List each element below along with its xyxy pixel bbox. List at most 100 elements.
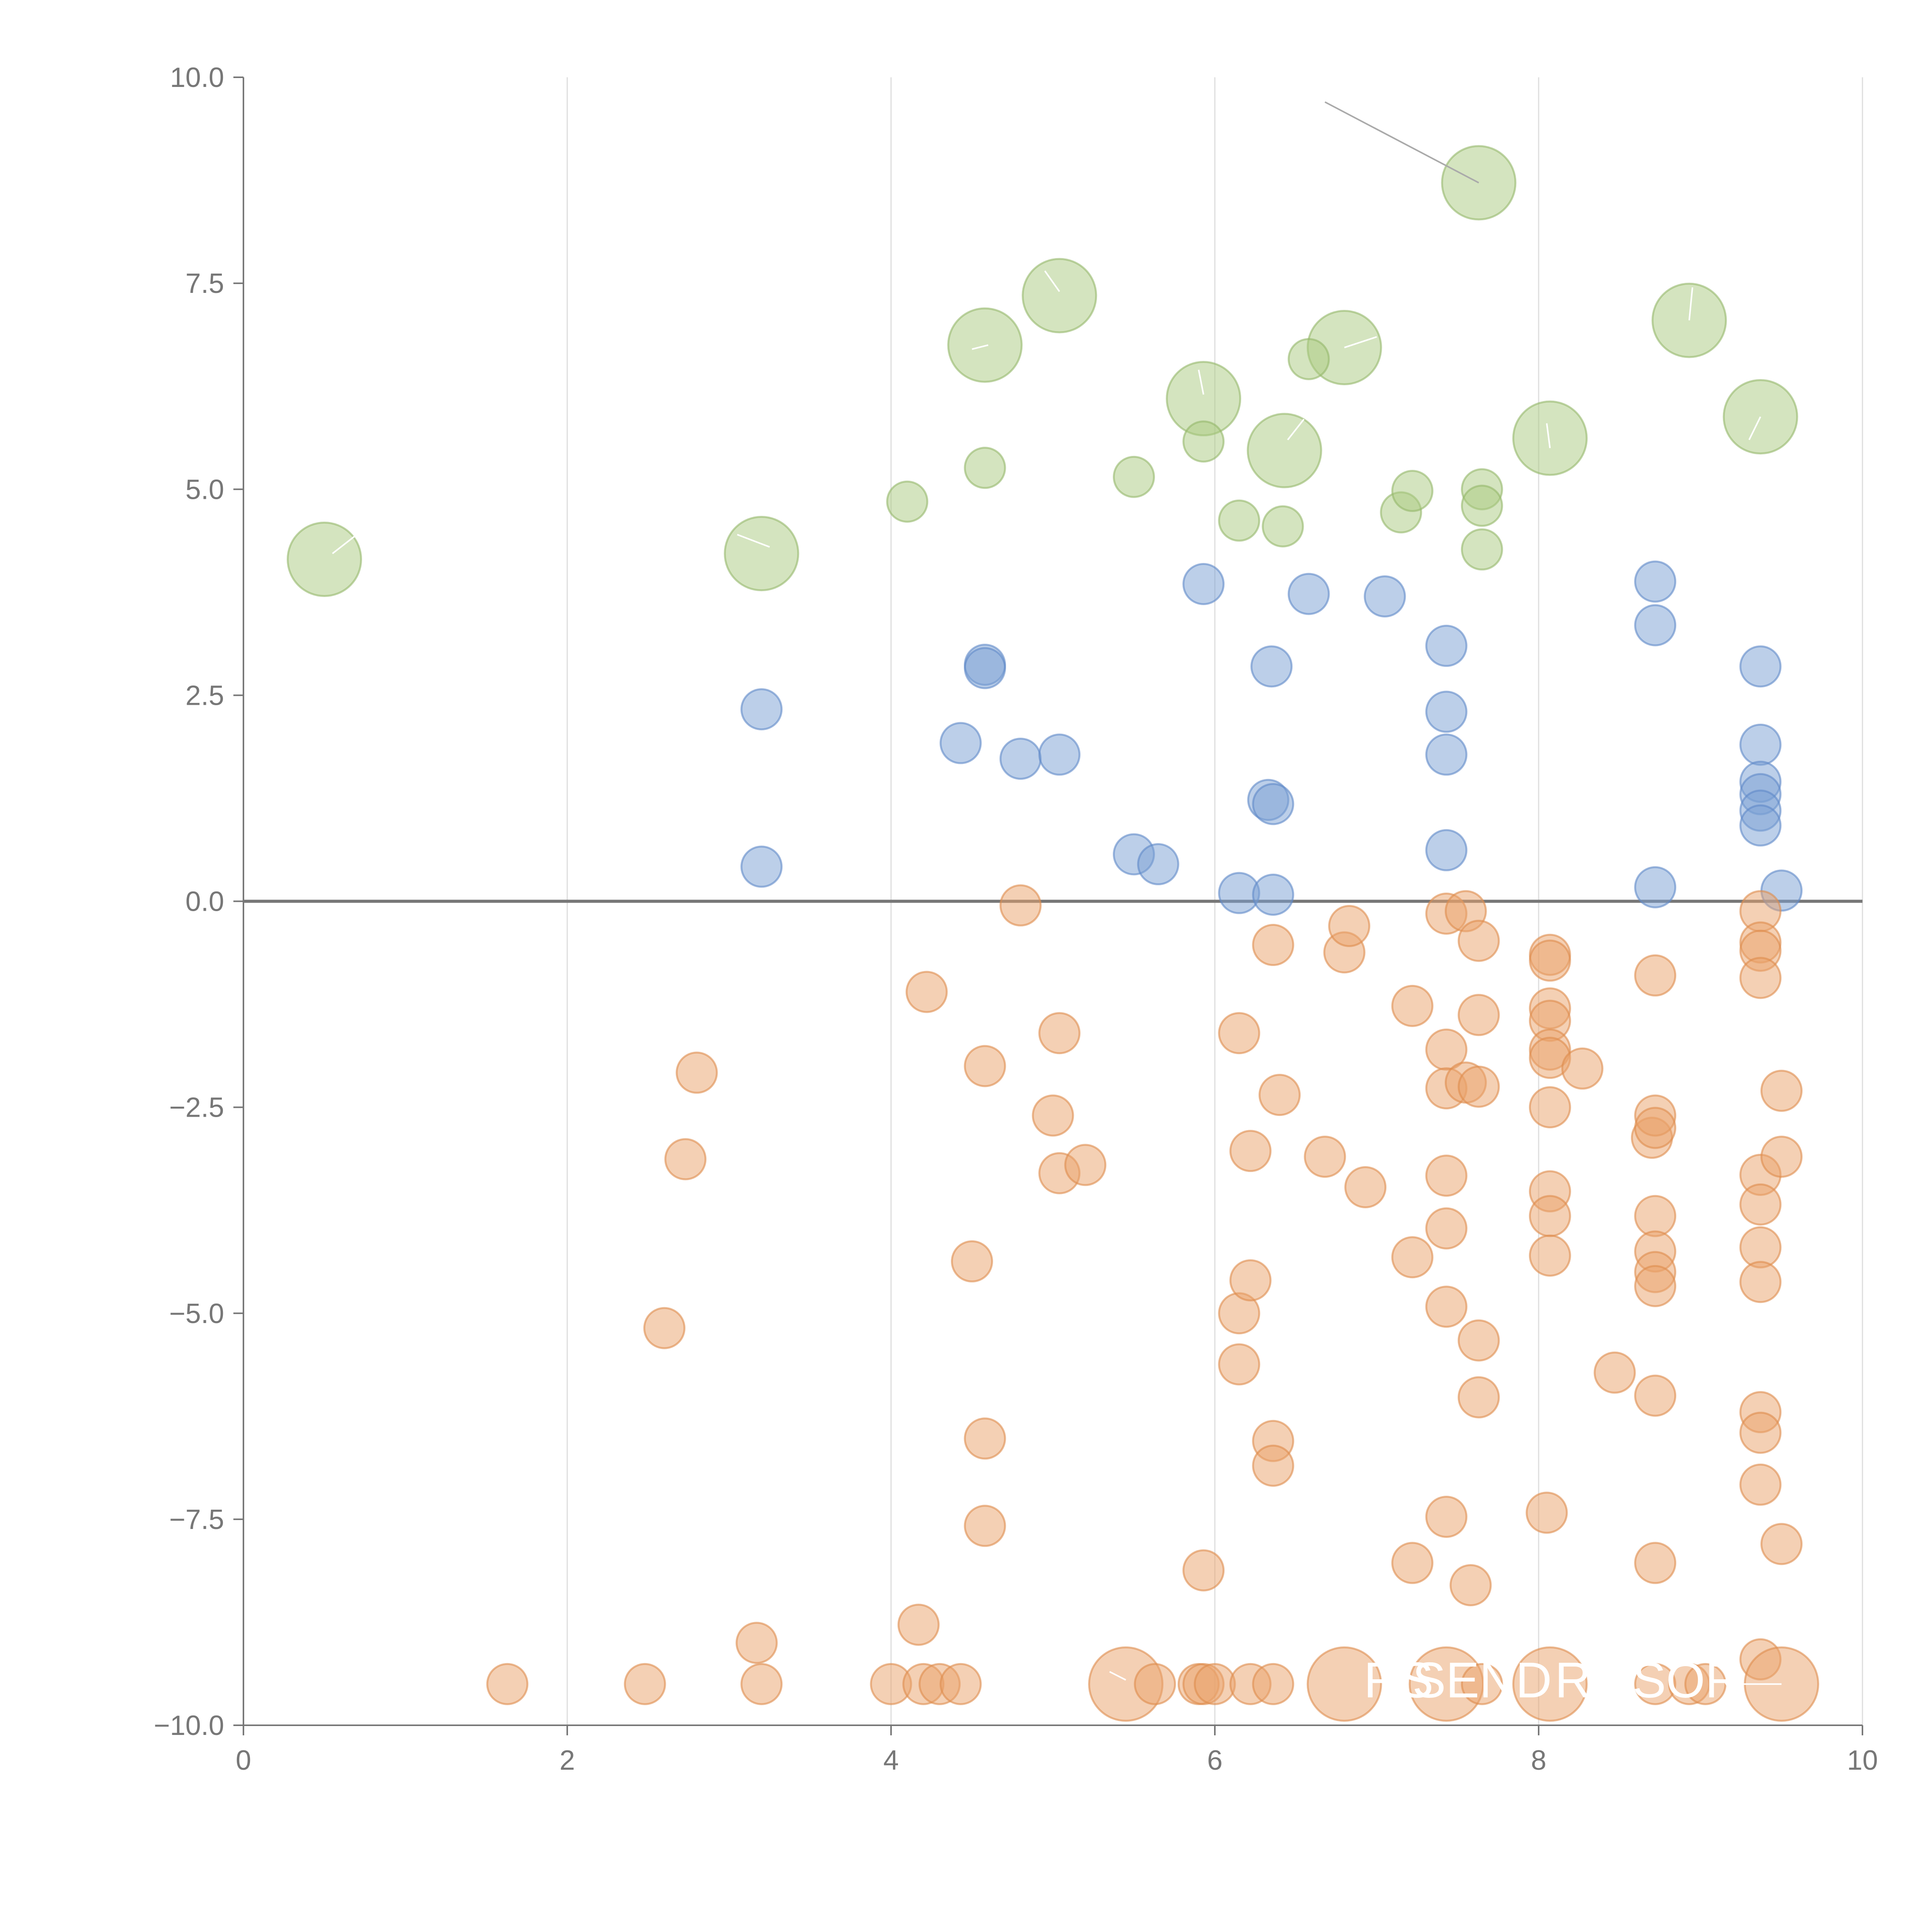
data-point-orange: [1634, 1195, 1677, 1237]
data-point-blue: [1425, 624, 1468, 667]
x-tick-label: 6: [1207, 1745, 1223, 1776]
data-point-orange: [1391, 985, 1434, 1027]
data-point-orange: [1458, 1319, 1500, 1362]
data-point-blue: [1425, 829, 1468, 871]
data-point-orange: [964, 1417, 1006, 1460]
data-point-orange: [1252, 924, 1294, 966]
data-point-orange: [1032, 1094, 1074, 1137]
data-point-blue: [1634, 866, 1677, 908]
data-point-orange: [951, 1240, 993, 1282]
data-point-orange: [1038, 1012, 1081, 1054]
x-tick-label: 0: [236, 1745, 251, 1776]
point-annotation: SOR: [1633, 1652, 1742, 1708]
data-point-orange: [1218, 1343, 1260, 1386]
data-point-orange: [1634, 1542, 1677, 1584]
leader-line: [1109, 1671, 1126, 1681]
data-point-orange: [1194, 1663, 1236, 1705]
data-point-orange: [964, 1045, 1006, 1087]
data-point-green: [724, 516, 799, 592]
data-point-blue: [939, 722, 982, 764]
data-point-orange: [1739, 1412, 1782, 1454]
y-tick-label: 10.0: [170, 62, 224, 93]
data-point-orange: [1594, 1351, 1636, 1394]
leader-line: [1546, 423, 1551, 448]
data-point-orange: [1461, 1663, 1503, 1705]
data-point-orange: [1739, 1261, 1782, 1303]
data-point-green: [1461, 528, 1503, 571]
data-point-orange: [1458, 1065, 1500, 1108]
data-point-orange: [1684, 1663, 1727, 1705]
y-tick-label: 0.0: [185, 886, 224, 917]
data-point-blue: [1634, 604, 1677, 646]
data-point-blue: [1252, 783, 1294, 825]
data-point-orange: [1304, 1136, 1346, 1178]
data-point-orange: [1634, 1265, 1677, 1307]
data-point-blue: [1250, 645, 1293, 688]
data-point-orange: [1425, 1207, 1468, 1250]
data-point-orange: [1229, 1130, 1272, 1172]
data-point-green: [886, 480, 929, 523]
data-point-orange: [664, 1138, 707, 1180]
data-point-green: [964, 447, 1006, 489]
data-point-blue: [1038, 733, 1081, 776]
data-point-orange: [999, 884, 1042, 927]
data-point-orange: [1634, 954, 1677, 997]
y-tick-label: −2.5: [169, 1092, 224, 1123]
data-point-orange: [1634, 1107, 1677, 1149]
data-point-orange: [735, 1622, 778, 1664]
data-point-blue: [1425, 690, 1468, 733]
data-point-orange: [1344, 1166, 1387, 1208]
axes: 10.0 7.5 5.0 2.5 0.0 −2.5 −5.0 −7.5 −10.0 0 2 4 6 8 10: [154, 62, 1878, 1776]
data-point-orange: [1182, 1549, 1225, 1592]
data-point-orange: [1391, 1236, 1434, 1279]
data-point-blue: [1739, 723, 1782, 766]
data-point-orange: [1425, 1286, 1468, 1328]
data-point-orange: [740, 1663, 783, 1705]
y-tick-label: 7.5: [185, 268, 224, 299]
data-point-orange: [1739, 1463, 1782, 1506]
data-point-orange: [1760, 1070, 1803, 1112]
data-point-green: [1113, 456, 1155, 498]
x-tick-label: 8: [1531, 1745, 1546, 1776]
y-tick-label: −7.5: [169, 1504, 224, 1535]
y-tick-label: 2.5: [185, 680, 224, 711]
data-point-orange: [675, 1051, 718, 1094]
data-point-blue: [999, 738, 1042, 780]
data-point-orange: [1064, 1144, 1107, 1186]
data-point-green: [1287, 338, 1330, 380]
data-point-orange: [1425, 1495, 1468, 1538]
points-layer: [287, 145, 1819, 1722]
leader-line: [1287, 418, 1305, 440]
data-point-orange: [1760, 1136, 1803, 1178]
data-point-blue: [1739, 804, 1782, 847]
leader-line: [1044, 270, 1060, 292]
leader-line: [1344, 336, 1377, 349]
data-point-orange: [1512, 1646, 1588, 1722]
data-point-blue: [1252, 873, 1294, 916]
point-annotation: RS: [1364, 1652, 1434, 1708]
data-point-orange: [1449, 1564, 1492, 1606]
data-point-orange: [624, 1663, 666, 1705]
data-point-blue: [1287, 573, 1330, 615]
data-point-orange: [1561, 1047, 1604, 1090]
data-point-orange: [1306, 1646, 1382, 1722]
data-point-orange: [1458, 920, 1500, 962]
data-point-orange: [1529, 939, 1571, 982]
data-point-green: [1512, 400, 1588, 476]
data-point-orange: [643, 1307, 685, 1349]
data-point-blue: [1137, 843, 1179, 886]
data-point-orange: [1458, 994, 1500, 1036]
data-point-orange: [1739, 957, 1782, 999]
point-annotation: RS: [1555, 1652, 1625, 1708]
data-point-blue: [1182, 563, 1225, 605]
data-point-blue: [1739, 645, 1782, 688]
data-point-green: [1391, 470, 1434, 512]
x-tick-label: 2: [560, 1745, 575, 1776]
leader-line: [1748, 416, 1761, 440]
data-point-orange: [1634, 1374, 1677, 1417]
data-point-orange: [1760, 1523, 1803, 1565]
data-point-blue: [964, 647, 1006, 689]
data-point-blue: [1425, 733, 1468, 776]
data-point-orange: [1259, 1074, 1301, 1116]
